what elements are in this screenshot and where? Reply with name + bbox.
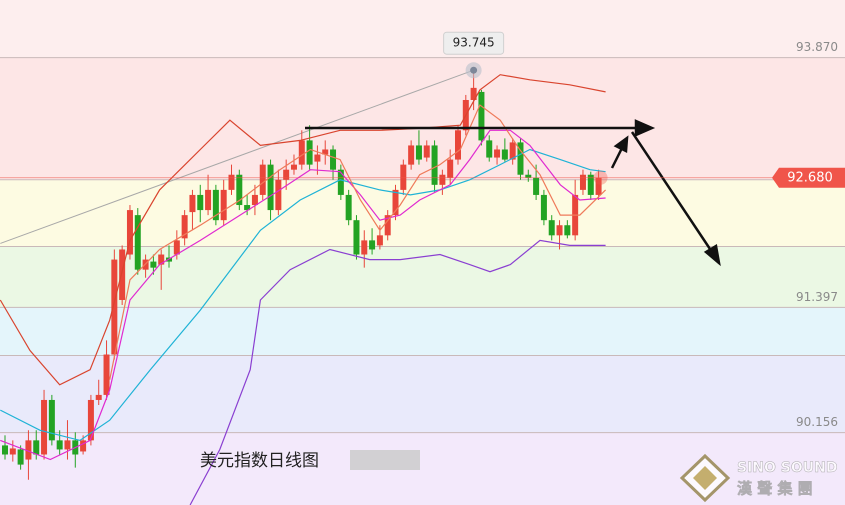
candle-body xyxy=(330,149,337,170)
candle-body xyxy=(158,254,165,265)
candle-body xyxy=(41,399,48,455)
indicator-line xyxy=(0,129,606,461)
candle-body xyxy=(80,440,87,452)
candle-body xyxy=(25,440,32,460)
candle-body xyxy=(134,215,141,270)
candle-body xyxy=(126,210,133,255)
y-tick-label: 90.156 xyxy=(796,415,838,429)
candle-body xyxy=(494,149,501,158)
price-tag xyxy=(772,167,845,188)
candle-body xyxy=(48,399,55,441)
candle-body xyxy=(517,142,524,175)
zone-band xyxy=(0,0,845,58)
candle-body xyxy=(470,87,477,100)
high-marker xyxy=(470,66,478,74)
watermark-en: SINO SOUND xyxy=(737,460,837,476)
indicator-line xyxy=(0,74,606,386)
candle-body xyxy=(361,240,368,255)
candle-body xyxy=(244,205,251,211)
price-tag-label: 92.680 xyxy=(787,170,833,185)
high-label-box xyxy=(443,31,505,55)
candle-body xyxy=(345,194,352,221)
candle-body xyxy=(587,174,594,195)
candle-body xyxy=(548,220,555,236)
candle-body xyxy=(1,445,8,455)
candle-body xyxy=(478,91,485,141)
candle-body xyxy=(400,164,407,190)
candle-body xyxy=(228,174,235,190)
candle-body xyxy=(579,174,586,190)
watermark: SINO SOUND 漢 聲 集 團 xyxy=(679,453,838,503)
candle-body xyxy=(275,179,282,211)
zone-band xyxy=(0,355,845,433)
candle-body xyxy=(376,235,383,246)
candle-body xyxy=(540,194,547,221)
trendline xyxy=(0,69,474,244)
candle-body xyxy=(423,145,430,158)
candle-body xyxy=(408,145,415,165)
candle-body xyxy=(119,249,126,300)
candle-body xyxy=(111,259,118,355)
candle-body xyxy=(556,225,563,236)
candle-body xyxy=(33,440,40,455)
candle-body xyxy=(525,174,532,178)
candle-body xyxy=(384,215,391,236)
chart-title: 美元指数日线图 xyxy=(200,451,319,471)
candle-body xyxy=(431,145,438,185)
candle-body xyxy=(353,220,360,255)
candle-body xyxy=(306,140,313,165)
candle-body xyxy=(251,194,258,206)
candle-body xyxy=(95,394,102,400)
candle-body xyxy=(509,142,516,160)
candle-body xyxy=(314,154,321,162)
y-tick-label: 91.397 xyxy=(796,290,838,304)
candle-body xyxy=(150,261,157,268)
candle-body xyxy=(369,240,376,250)
candle-body xyxy=(220,189,227,221)
candle-body xyxy=(189,194,196,213)
candle-body xyxy=(290,164,297,170)
indicator-line xyxy=(189,239,606,505)
watermark-cn: 漢 聲 集 團 xyxy=(737,480,813,498)
candle-body xyxy=(197,194,204,211)
candle-body xyxy=(212,189,219,221)
candle-body xyxy=(283,169,290,180)
candle-body xyxy=(267,164,274,211)
zone-band xyxy=(0,57,845,180)
blurred-label xyxy=(350,450,420,470)
high-label: 93.745 xyxy=(453,36,495,50)
candle-body xyxy=(173,240,180,255)
candle-body xyxy=(56,440,63,450)
candle-body xyxy=(298,140,305,165)
candle-body xyxy=(64,440,71,450)
indicator-line xyxy=(109,104,607,380)
candle-body xyxy=(322,149,329,155)
candle-body xyxy=(564,225,571,236)
candle-body xyxy=(447,159,454,178)
candle-body xyxy=(103,354,110,395)
candle-body xyxy=(17,449,24,465)
candle-body xyxy=(501,149,508,160)
candle-body xyxy=(9,448,16,455)
price-glow xyxy=(593,170,608,185)
candle-body xyxy=(236,174,243,206)
candle-body xyxy=(486,140,493,158)
candle-body xyxy=(415,145,422,160)
annotation-arrows xyxy=(305,119,721,267)
y-tick-label: 93.870 xyxy=(796,40,838,54)
candle-body xyxy=(454,130,461,160)
candle-body xyxy=(595,177,602,195)
candle-body xyxy=(392,189,399,216)
candle-body xyxy=(181,215,188,239)
zone-band xyxy=(0,179,845,247)
candle-body xyxy=(337,169,344,195)
candle-body xyxy=(259,164,266,195)
candle-body xyxy=(533,177,540,195)
candle-body xyxy=(87,399,94,441)
candle-body xyxy=(205,189,212,211)
candle-body xyxy=(439,174,446,185)
zone-band xyxy=(0,307,845,356)
